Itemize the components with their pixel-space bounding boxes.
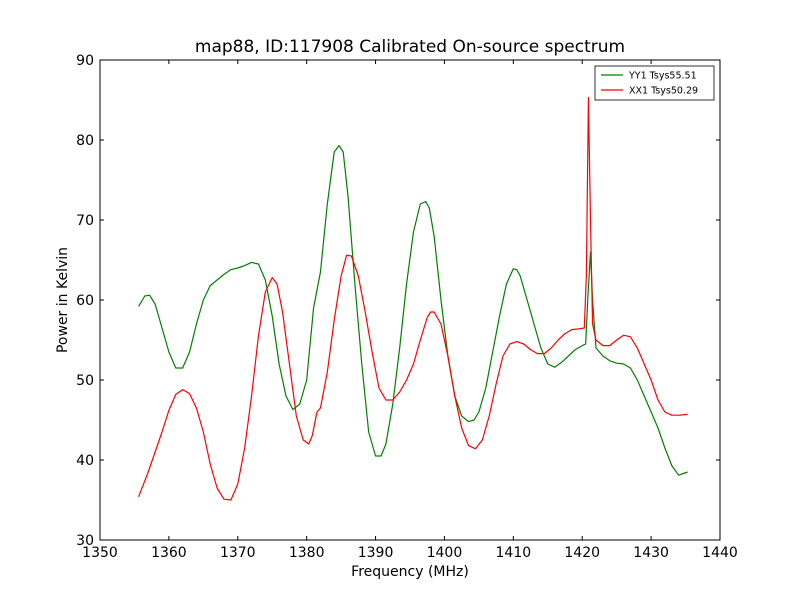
y-tick-label: 90 — [76, 53, 94, 69]
x-tick-label: 1400 — [427, 545, 463, 561]
chart-title: map88, ID:117908 Calibrated On-source sp… — [195, 37, 625, 57]
x-tick-label: 1380 — [289, 545, 325, 561]
y-tick-label: 70 — [76, 213, 94, 229]
x-tick-label: 1410 — [496, 545, 532, 561]
y-tick-label: 40 — [76, 453, 94, 469]
series-line-xx1 — [138, 96, 688, 501]
legend: YY1 Tsys55.51 XX1 Tsys50.29 — [594, 65, 715, 101]
y-tick-label: 60 — [76, 293, 94, 309]
x-tick-label: 1430 — [633, 545, 669, 561]
y-tick-label: 80 — [76, 133, 94, 149]
x-tick-label: 1350 — [82, 545, 118, 561]
y-tick-label: 50 — [76, 373, 94, 389]
x-tick-label: 1370 — [220, 545, 256, 561]
y-axis-ticks: 30 40 50 60 70 80 90 — [76, 53, 720, 549]
x-tick-label: 1420 — [564, 545, 600, 561]
x-tick-label: 1390 — [358, 545, 394, 561]
series-layer — [138, 96, 688, 501]
y-axis-label: Power in Kelvin — [55, 247, 71, 353]
y-tick-label: 30 — [76, 533, 94, 549]
x-tick-label: 1360 — [151, 545, 187, 561]
x-axis-label: Frequency (MHz) — [351, 564, 469, 580]
x-tick-label: 1440 — [702, 545, 738, 561]
legend-box — [594, 65, 715, 101]
x-axis-ticks: 1350 1360 1370 1380 1390 1400 1410 1420 1430 1440 — [82, 60, 738, 561]
legend-label-yy1: YY1 Tsys55.51 — [628, 71, 697, 82]
legend-label-xx1: XX1 Tsys50.29 — [629, 86, 698, 97]
plot-area — [100, 60, 720, 540]
